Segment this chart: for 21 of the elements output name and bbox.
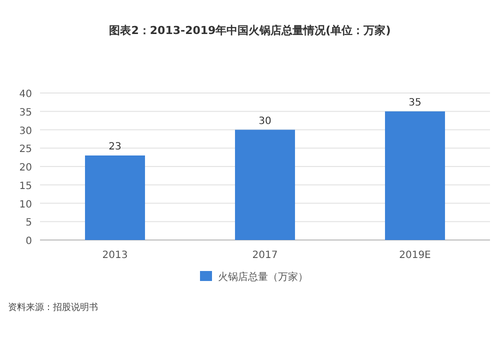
y-tick-label: 5 <box>26 218 32 229</box>
x-tick-label: 2017 <box>252 250 278 261</box>
x-tick-label: 2019E <box>399 250 431 261</box>
data-label: 23 <box>108 141 122 152</box>
x-tick-label: 2013 <box>102 250 128 261</box>
chart-title: 图表2：2013-2019年中国火锅店总量情况(单位：万家) <box>109 24 391 37</box>
bar <box>85 155 145 240</box>
legend-label: 火锅店总量（万家） <box>218 271 308 283</box>
y-tick-label: 20 <box>19 162 32 174</box>
y-tick-label: 0 <box>26 236 32 247</box>
y-tick-label: 15 <box>19 180 32 192</box>
data-label: 30 <box>258 116 272 127</box>
bar <box>235 130 295 240</box>
y-tick-label: 30 <box>19 126 32 137</box>
data-label: 35 <box>408 97 422 108</box>
y-tick-label: 35 <box>19 107 32 118</box>
bar <box>385 111 445 240</box>
text: 资料来源：招股说明书 <box>8 302 98 313</box>
y-tick-label: 10 <box>19 199 32 210</box>
y-tick-label: 25 <box>19 144 32 156</box>
y-tick-label: 40 <box>19 89 32 100</box>
